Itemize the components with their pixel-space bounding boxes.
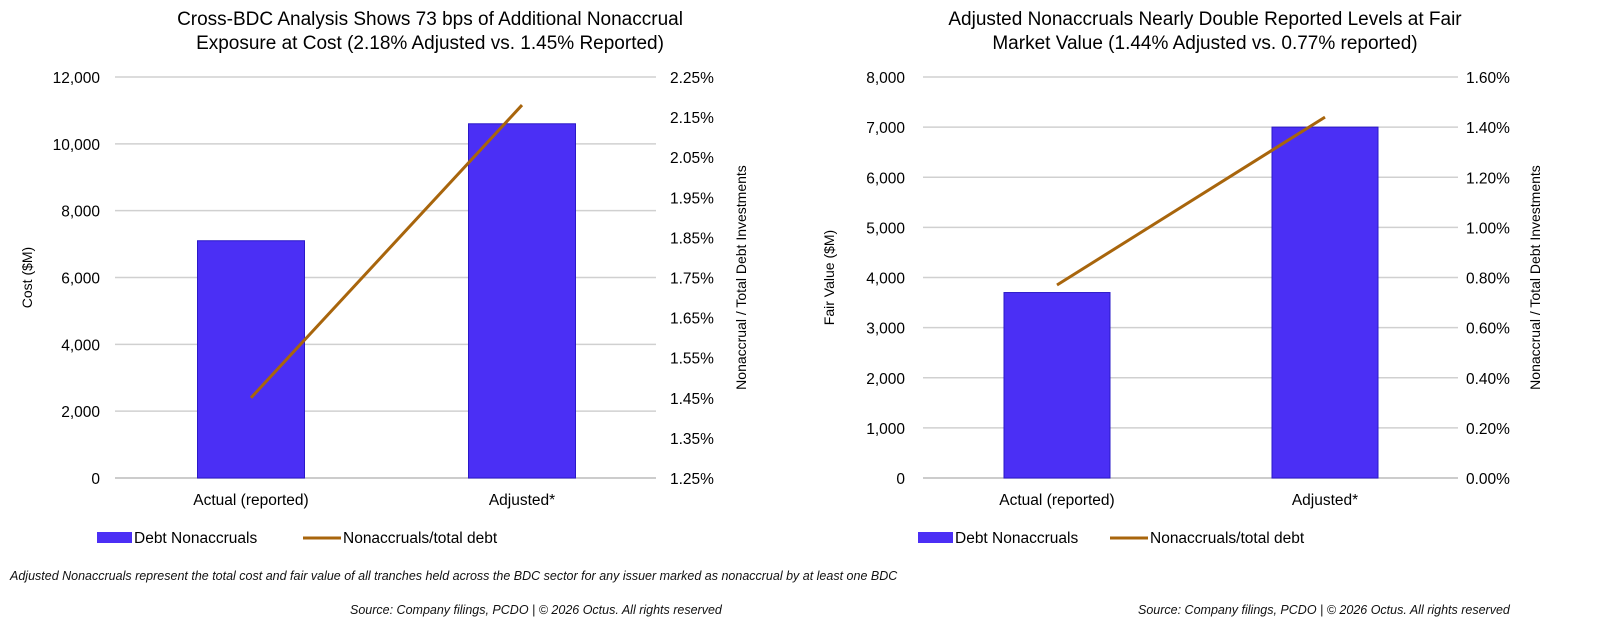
y-tick-label: 8,000 <box>61 204 100 221</box>
y2-tick-label: 0.00% <box>1466 471 1510 488</box>
legend-swatch-bar <box>97 532 132 543</box>
y-tick-label: 2,000 <box>61 404 100 421</box>
y2-tick-label: 0.60% <box>1466 321 1510 338</box>
y2-axis-label: Nonaccrual / Total Debt Investments <box>1527 165 1543 390</box>
y2-tick-label: 1.25% <box>670 471 714 488</box>
x-tick-label: Adjusted* <box>1292 492 1358 509</box>
y-tick-label: 0 <box>91 471 100 488</box>
y2-tick-label: 1.00% <box>1466 220 1510 237</box>
y2-tick-label: 0.80% <box>1466 271 1510 288</box>
y-tick-label: 2,000 <box>866 371 905 388</box>
y-tick-label: 3,000 <box>866 321 905 338</box>
x-tick-label: Adjusted* <box>489 492 555 509</box>
bar-actual <box>1003 292 1111 479</box>
legend-label: Nonaccruals/total debt <box>1150 530 1305 547</box>
y-axis-label: Cost ($M) <box>19 247 35 308</box>
y2-tick-label: 1.85% <box>670 230 714 247</box>
y-tick-label: 6,000 <box>61 271 100 288</box>
chart-title: Exposure at Cost (2.18% Adjusted vs. 1.4… <box>196 33 664 54</box>
y2-tick-label: 2.15% <box>670 110 714 127</box>
y2-tick-label: 2.25% <box>670 70 714 87</box>
bar-adjusted <box>1271 126 1379 479</box>
chart-title: Cross-BDC Analysis Shows 73 bps of Addit… <box>177 9 683 30</box>
chart-title: Adjusted Nonaccruals Nearly Double Repor… <box>948 9 1462 30</box>
bar-adjusted <box>468 123 576 479</box>
y-tick-label: 1,000 <box>866 421 905 438</box>
y2-tick-label: 0.20% <box>1466 421 1510 438</box>
line-nonaccrual-ratio <box>1056 115 1326 287</box>
y2-tick-label: 1.20% <box>1466 170 1510 187</box>
y-tick-label: 4,000 <box>61 337 100 354</box>
y2-tick-label: 1.75% <box>670 271 714 288</box>
y2-tick-label: 1.35% <box>670 431 714 448</box>
legend-label: Debt Nonaccruals <box>134 530 257 547</box>
y2-tick-label: 0.40% <box>1466 371 1510 388</box>
y-axis-label: Fair Value ($M) <box>821 230 837 325</box>
source-left: Source: Company filings, PCDO | © 2026 O… <box>350 603 722 617</box>
source-right: Source: Company filings, PCDO | © 2026 O… <box>1138 603 1510 617</box>
y-tick-label: 4,000 <box>866 271 905 288</box>
legend-label: Debt Nonaccruals <box>955 530 1078 547</box>
legend-swatch-bar <box>918 532 953 543</box>
y-tick-label: 7,000 <box>866 120 905 137</box>
x-tick-label: Actual (reported) <box>193 492 308 509</box>
y2-tick-label: 1.40% <box>1466 120 1510 137</box>
y2-tick-label: 1.60% <box>1466 70 1510 87</box>
y2-tick-label: 2.05% <box>670 150 714 167</box>
y2-axis-label: Nonaccrual / Total Debt Investments <box>733 165 749 390</box>
footnote: Adjusted Nonaccruals represent the total… <box>10 569 898 583</box>
y-tick-label: 8,000 <box>866 70 905 87</box>
y2-tick-label: 1.45% <box>670 391 714 408</box>
y-tick-label: 10,000 <box>53 137 101 154</box>
y2-tick-label: 1.95% <box>670 190 714 207</box>
y-tick-label: 6,000 <box>866 170 905 187</box>
y-tick-label: 0 <box>896 471 905 488</box>
legend-label: Nonaccruals/total debt <box>343 530 498 547</box>
x-tick-label: Actual (reported) <box>999 492 1114 509</box>
y-tick-label: 5,000 <box>866 220 905 237</box>
y2-tick-label: 1.65% <box>670 311 714 328</box>
y2-tick-label: 1.55% <box>670 351 714 368</box>
line-nonaccrual-ratio <box>249 104 524 399</box>
chart-title: Market Value (1.44% Adjusted vs. 0.77% r… <box>992 33 1417 54</box>
y-tick-label: 12,000 <box>53 70 101 87</box>
